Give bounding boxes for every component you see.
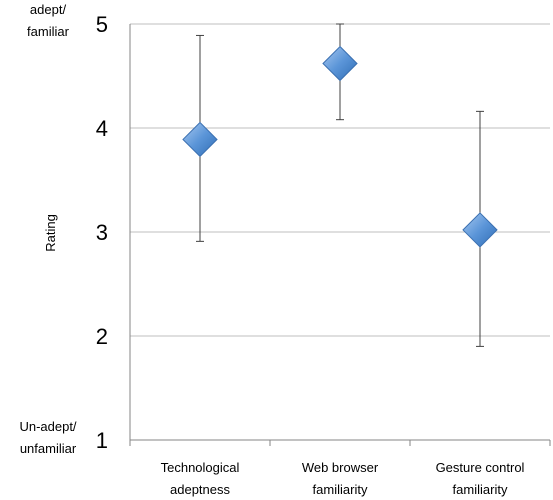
y-tick-label: 1 <box>96 428 108 453</box>
y-anchor-label-bottom: unfamiliar <box>20 441 77 456</box>
data-point-diamond <box>322 45 358 82</box>
x-category-label: Technological <box>161 460 240 475</box>
axes <box>129 24 551 446</box>
x-category-label: familiarity <box>313 482 368 497</box>
x-category-label: Web browser <box>302 460 379 475</box>
x-category-label: Gesture control <box>436 460 525 475</box>
x-category-label: adeptness <box>170 482 230 497</box>
y-anchor-labels: adept/familiar Un-adept/unfamiliar <box>19 2 76 456</box>
y-tick-label: 3 <box>96 220 108 245</box>
data-point-diamond <box>182 121 218 158</box>
x-category-label: familiarity <box>453 482 508 497</box>
y-tick-label: 4 <box>96 116 108 141</box>
data-points <box>182 45 498 248</box>
y-axis-title: Rating <box>43 214 58 252</box>
data-point-diamond <box>462 212 498 248</box>
y-anchor-label-top: adept/ <box>30 2 67 17</box>
y-anchor-label-top: familiar <box>27 24 70 39</box>
y-tick-label: 2 <box>96 324 108 349</box>
y-tick-labels: 1 2 3 4 5 <box>96 12 108 453</box>
x-category-labels: Technological adeptness Web browser familia… <box>161 460 525 497</box>
y-tick-label: 5 <box>96 12 108 37</box>
y-anchor-label-bottom: Un-adept/ <box>19 419 76 434</box>
